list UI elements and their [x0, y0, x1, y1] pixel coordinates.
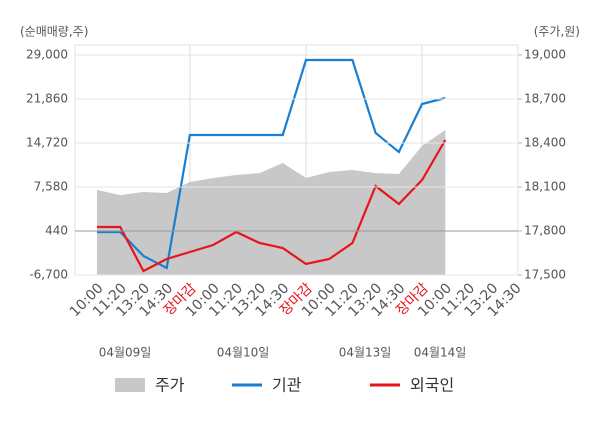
series-line: [97, 58, 446, 270]
y-tick-label: 14,720: [26, 136, 68, 150]
y-tick-label: -6,700: [29, 268, 68, 282]
legend-item: 기관: [232, 376, 302, 395]
y2-tick-label: 18,400: [524, 136, 566, 150]
date-label: 04월14일: [414, 346, 467, 360]
y2-tick-label: 18,100: [524, 180, 566, 194]
legend-item: 주가: [115, 376, 185, 395]
date-label: 04월13일: [339, 346, 392, 360]
y-tick-label: 21,860: [26, 92, 68, 106]
legend-label: 주가: [155, 376, 185, 395]
legend-item: 외국인: [370, 376, 454, 395]
date-label: 04월09일: [99, 346, 152, 360]
y-tick-label: 7,580: [34, 180, 68, 194]
y2-tick-label: 18,700: [524, 92, 566, 106]
legend-swatch: [115, 378, 145, 392]
legend-label: 외국인: [410, 376, 454, 395]
y2-tick-label: 17,500: [524, 268, 566, 282]
date-label: 04월10일: [217, 346, 270, 360]
y-tick-label: 29,000: [26, 48, 68, 62]
y2-tick-label: 17,800: [524, 224, 566, 238]
price-area: [97, 129, 446, 275]
y2-axis-label: (주가,원): [534, 25, 580, 39]
y-axis-label: (순매매량,주): [20, 25, 88, 39]
y2-tick-label: 19,000: [524, 48, 566, 62]
series-line: [97, 139, 447, 273]
y-tick-label: 440: [45, 224, 68, 238]
legend-label: 기관: [272, 376, 302, 395]
